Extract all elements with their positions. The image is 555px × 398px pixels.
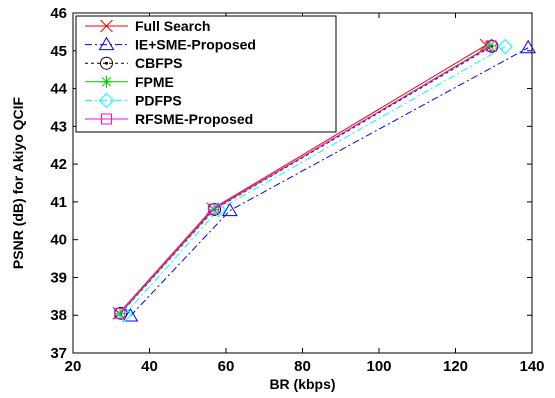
legend-entry: CBFPS (85, 55, 182, 71)
data-point-triangle (221, 202, 238, 217)
data-point-star (100, 75, 113, 88)
series-5 (114, 40, 497, 319)
data-point-square (114, 307, 126, 319)
data-point-square (485, 40, 497, 52)
y-axis-label: PSNR (dB) for Akiyo QCIF (10, 96, 26, 269)
x-tick-label: 140 (519, 358, 544, 375)
legend-entry: FPME (85, 74, 174, 90)
y-tick-label: 42 (50, 156, 67, 173)
legend-box (75, 15, 337, 133)
x-axis-ticks: 20 40 60 80 100 120 140 (65, 13, 545, 375)
legend-entry: Full Search (85, 18, 210, 34)
data-point-square (207, 203, 219, 215)
data-point-diamond (116, 306, 133, 323)
y-tick-label: 46 (50, 5, 67, 22)
legend-label: CBFPS (135, 55, 182, 71)
data-point-square (101, 113, 112, 125)
y-axis-ticks: 37 38 39 40 41 42 43 44 45 46 (50, 5, 532, 362)
legend-label: Full Search (135, 18, 210, 34)
y-tick-label: 40 (50, 232, 67, 249)
y-tick-label: 38 (50, 307, 67, 324)
data-point-triangle (98, 36, 115, 51)
data-point-diamond (210, 202, 227, 218)
data-point-circle (100, 56, 113, 70)
y-tick-label: 45 (50, 43, 67, 60)
x-tick-label: 120 (443, 358, 468, 375)
x-tick-label: 100 (366, 358, 391, 375)
series-line (119, 45, 492, 314)
y-tick-label: 37 (50, 345, 67, 362)
x-tick-label: 80 (294, 358, 311, 375)
x-tick-label: 40 (141, 358, 158, 375)
legend-label: PDFPS (135, 92, 182, 108)
series-line (130, 47, 529, 317)
legend: Full Search IE+SME-Proposed CBFPS FPME PDFPS… (75, 15, 337, 133)
data-point-diamond (98, 92, 115, 109)
y-tick-label: 44 (50, 81, 67, 98)
y-tick-label: 41 (50, 194, 67, 211)
x-tick-label: 20 (65, 358, 82, 375)
legend-entry: IE+SME-Proposed (85, 37, 256, 53)
data-point-triangle (520, 39, 537, 54)
legend-entry: PDFPS (85, 92, 182, 108)
legend-label: RFSME-Proposed (135, 111, 253, 127)
legend-entry: RFSME-Proposed (85, 111, 253, 127)
x-axis-label: BR (kbps) (269, 376, 335, 392)
data-point-diamond (497, 38, 513, 55)
legend-label: IE+SME-Proposed (135, 37, 256, 53)
y-tick-label: 43 (50, 118, 67, 135)
data-point-x (100, 19, 113, 33)
data-point-star (114, 307, 127, 320)
y-tick-label: 39 (50, 269, 67, 286)
x-tick-label: 60 (218, 358, 235, 375)
legend-label: FPME (135, 74, 174, 90)
series-layer (112, 38, 537, 323)
